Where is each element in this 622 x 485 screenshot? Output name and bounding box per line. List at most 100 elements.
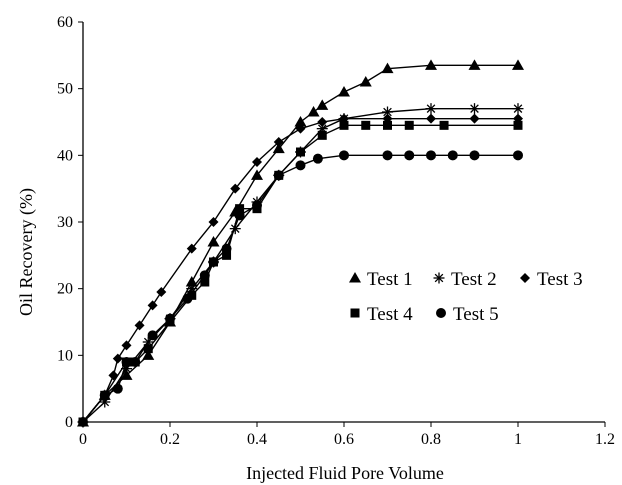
data-point [426, 113, 436, 124]
legend-item-test-1: Test 1 [349, 269, 413, 290]
data-point [221, 243, 232, 254]
legend-marker [436, 308, 446, 318]
data-point [208, 217, 219, 227]
data-point [359, 76, 372, 87]
data-point [200, 277, 210, 287]
data-point [108, 370, 119, 381]
legend-item-test-5: Test 5 [436, 304, 499, 325]
legend-label: Test 3 [537, 269, 583, 290]
data-point [404, 150, 415, 161]
data-point [513, 120, 523, 130]
y-tick-label: 40 [57, 147, 73, 164]
data-point [468, 59, 481, 70]
data-point [425, 103, 437, 115]
y-axis-title: Oil Recovery (%) [16, 188, 37, 316]
data-point [295, 123, 306, 134]
data-point [381, 62, 394, 74]
y-axis-ticks: 0 10 20 30 40 50 60 [57, 14, 83, 431]
data-point [99, 390, 110, 401]
data-point [295, 160, 306, 171]
data-point [121, 340, 132, 351]
data-point [426, 150, 436, 161]
data-point [252, 200, 262, 211]
x-tick-label: 0.2 [160, 431, 180, 448]
data-point [273, 137, 284, 147]
x-tick-label: 1.2 [595, 431, 615, 448]
legend-marker [350, 308, 360, 318]
data-point [112, 353, 123, 364]
data-point [234, 210, 245, 221]
legend-marker [433, 272, 445, 284]
x-axis-ticks: 0 0.2 0.4 0.6 0.8 1 1.2 [79, 422, 615, 448]
y-tick-label: 60 [57, 14, 73, 31]
data-point [186, 243, 197, 254]
data-point [425, 59, 437, 70]
legend-label: Test 4 [367, 304, 413, 325]
legend-label: Test 1 [367, 269, 413, 290]
y-tick-label: 50 [57, 81, 73, 98]
data-point [207, 236, 220, 247]
data-point [296, 147, 305, 157]
data-point [361, 120, 371, 130]
data-point [208, 257, 219, 267]
data-point [143, 344, 153, 354]
data-point [142, 349, 155, 360]
legend-item-test-4: Test 4 [350, 304, 413, 325]
data-point [317, 130, 327, 140]
data-point [382, 106, 393, 118]
data-point [294, 116, 307, 127]
legend-item-test-2: Test 2 [433, 269, 497, 290]
series-layer [77, 59, 524, 428]
data-point [469, 150, 480, 161]
legend-label: Test 2 [451, 269, 497, 290]
data-point [222, 250, 232, 260]
data-point [272, 142, 285, 154]
x-tick-label: 0.6 [334, 431, 354, 448]
legend: Test 1 Test 2 Test 3 Test 4 Test 5 [349, 269, 583, 325]
data-point [130, 357, 141, 367]
data-point [230, 183, 241, 194]
data-point [121, 357, 132, 367]
x-tick-label: 1 [514, 431, 522, 448]
data-point [338, 86, 350, 97]
data-point [185, 276, 198, 287]
data-point [273, 170, 284, 181]
legend-item-test-3: Test 3 [520, 269, 583, 290]
series-test-1 [77, 59, 524, 427]
series-test-5 [78, 150, 523, 427]
data-point [512, 59, 524, 70]
y-tick-label: 10 [57, 347, 73, 364]
legend-marker [349, 272, 361, 283]
data-point [317, 117, 328, 127]
data-point [382, 150, 393, 161]
data-point [147, 300, 158, 311]
data-point [78, 417, 88, 427]
y-tick-label: 30 [57, 214, 73, 231]
legend-marker [520, 273, 530, 283]
x-tick-label: 0.8 [421, 431, 441, 448]
data-point [120, 369, 133, 380]
data-point [383, 120, 392, 130]
data-point [112, 383, 123, 394]
data-point [512, 103, 524, 115]
y-tick-label: 20 [57, 281, 73, 298]
data-point [307, 106, 320, 117]
y-tick-label: 0 [65, 414, 73, 431]
x-axis-title: Injected Fluid Pore Volume [246, 463, 444, 483]
data-point [134, 320, 145, 331]
data-point [147, 330, 158, 341]
data-point [165, 313, 175, 324]
data-point [182, 293, 193, 304]
data-point [469, 103, 480, 115]
data-point [339, 120, 349, 130]
x-tick-label: 0.4 [247, 431, 267, 448]
data-point [469, 113, 480, 124]
x-tick-label: 0 [79, 431, 87, 448]
data-point [252, 157, 262, 167]
data-point [339, 150, 349, 161]
data-point [513, 150, 523, 161]
data-point [316, 99, 329, 110]
data-point [404, 120, 414, 130]
data-point [156, 287, 167, 297]
